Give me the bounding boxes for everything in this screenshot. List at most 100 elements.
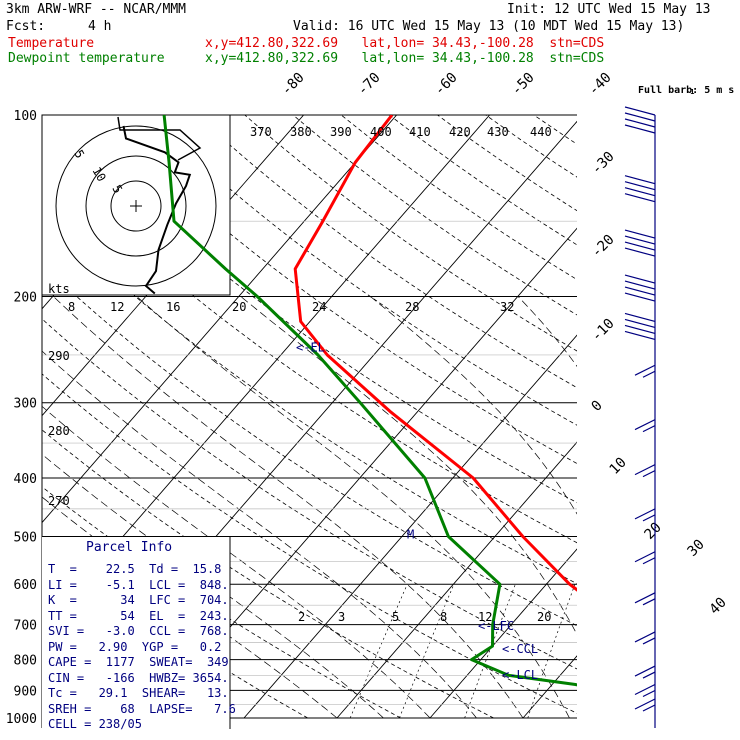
hodograph-trace [122, 125, 192, 295]
wind-barb [634, 464, 656, 476]
isotherm-line [616, 115, 740, 718]
dry-adiabat-line [630, 115, 740, 718]
parcel-info-title: Parcel Info [86, 540, 173, 555]
level-marker: <-LCL [502, 668, 538, 682]
isotherm-line [150, 227, 577, 719]
pressure-tick-label: 600 [14, 578, 37, 593]
pressure-tick-label: 300 [14, 397, 37, 412]
theta-tick-label: 390 [330, 125, 352, 139]
wind-barb [624, 318, 656, 329]
wind-barb [624, 286, 656, 296]
forecast-label: Fcst: [6, 19, 46, 34]
hodograph-ring [85, 155, 187, 257]
wind-barb [624, 324, 656, 335]
isotherm-tick-label: 30 [685, 537, 708, 560]
pressure-tick-label: 100 [14, 109, 37, 124]
hodograph-scale-label: 20 [232, 300, 246, 314]
isotherm-tick-label: -50 [509, 70, 538, 99]
wind-barb [634, 508, 656, 520]
mixing-ratio-tick-label: 12 [478, 610, 492, 624]
wind-barb [642, 689, 656, 698]
mixing-ratio-tick-label: 8 [440, 610, 447, 624]
isotherm-line [709, 115, 740, 718]
wind-barb [624, 330, 656, 341]
wind-barb [624, 241, 656, 251]
wind-barb [642, 557, 656, 565]
temperature-location: x,y=412.80,322.69 lat,lon= 34.43,-100.28… [205, 36, 605, 51]
dry-adiabat-line [485, 115, 577, 178]
theta-tick-label: 280 [48, 424, 70, 438]
parcel-info-row: CAPE = 1177 SWEAT= 349 [48, 655, 229, 669]
mixing-ratio-line [399, 584, 455, 719]
wind-barb [624, 112, 656, 122]
isotherm-tick-label: 20 [642, 520, 665, 543]
parcel-info-row: SREH = 68 LAPSE= 7.6 [48, 701, 236, 716]
wind-barb [624, 229, 656, 239]
level-marker: M [407, 527, 414, 541]
forecast-hours: 4 h [88, 19, 112, 34]
parcel-info-row: PW = 2.90 YGP = 0.2 [48, 639, 222, 654]
wind-barb [624, 312, 656, 323]
dry-adiabat-line [340, 115, 577, 281]
parcel-info-box [42, 537, 231, 729]
dewpoint-location: x,y=412.80,322.69 lat,lon= 34.43,-100.28… [205, 51, 605, 66]
parcel-info-background [42, 537, 230, 729]
theta-tick-label: 420 [449, 125, 471, 139]
wind-barb [634, 683, 656, 696]
mixing-ratio-line [349, 584, 408, 719]
isotherm-tick-label: 40 [707, 595, 730, 618]
wind-barb [634, 665, 656, 677]
isotherm-line [429, 548, 577, 719]
isotherm-tick-label: -60 [432, 70, 461, 99]
hodograph-ring [55, 125, 217, 287]
isotherm-line [336, 441, 577, 719]
wind-barb [624, 280, 656, 290]
isotherm-tick-label: -80 [279, 70, 308, 99]
init-time: Init: 12 UTC Wed 15 May 13 [507, 2, 711, 17]
barb-scale-superscript: -1 [686, 88, 694, 96]
wind-barb [624, 118, 656, 128]
dry-adiabat-line [148, 115, 577, 426]
isotherm-line [42, 115, 397, 524]
hodograph-scale-label: 8 [68, 300, 75, 314]
wind-barb [624, 235, 656, 245]
hodograph-scale-label: 28 [405, 300, 419, 314]
barb-scale-label: Full barb: 5 m s [638, 85, 734, 96]
wind-barb [624, 106, 656, 116]
wind-barb [624, 187, 656, 197]
mixing-ratio-tick-label: 2 [298, 610, 305, 624]
model-title: 3km ARW-WRF -- NCAR/MMM [6, 2, 187, 17]
level-markers: <-EL <-LFC <-CCL <-LCL M [296, 341, 538, 682]
wind-barb [642, 598, 656, 606]
dry-adiabat-line [533, 115, 577, 145]
dewpoint-legend-label: Dewpoint temperature [8, 51, 165, 66]
theta-tick-label: 440 [530, 125, 552, 139]
wind-barb [642, 637, 656, 645]
hodograph-scale-label: 12 [110, 300, 124, 314]
pressure-tick-label: 800 [14, 654, 37, 669]
dry-adiabat-line [582, 115, 740, 718]
isotherm-tick-label: -10 [589, 316, 618, 345]
temperature-legend-label: Temperature [8, 36, 95, 51]
pressure-tick-label: 400 [14, 472, 37, 487]
sounding-profiles [162, 115, 577, 687]
wind-barb [634, 364, 656, 376]
dewpoint-trace [162, 115, 577, 687]
parcel-info-row: TT = 54 EL = 243. [48, 608, 229, 623]
parcel-info-row: CIN = -166 HWBZ= 3654. [48, 670, 229, 685]
wind-barb [634, 551, 656, 563]
wind-barb [642, 704, 656, 712]
wind-barb [624, 124, 656, 134]
isotherm-tick-label: -40 [586, 70, 615, 99]
temperature-trace [293, 115, 577, 592]
wind-barb [624, 247, 656, 257]
dry-adiabat-line [389, 115, 577, 246]
moist-adiabat-line [42, 496, 338, 719]
dry-adiabat-line [196, 115, 577, 389]
theta-tick-label: 430 [487, 125, 509, 139]
hodograph-ring-label: 10 [89, 165, 108, 185]
wind-barbs: Full barb: 5 m s-1 [624, 85, 734, 728]
isotherm-line [243, 334, 577, 719]
isotherm-tick-label: -30 [589, 149, 618, 178]
